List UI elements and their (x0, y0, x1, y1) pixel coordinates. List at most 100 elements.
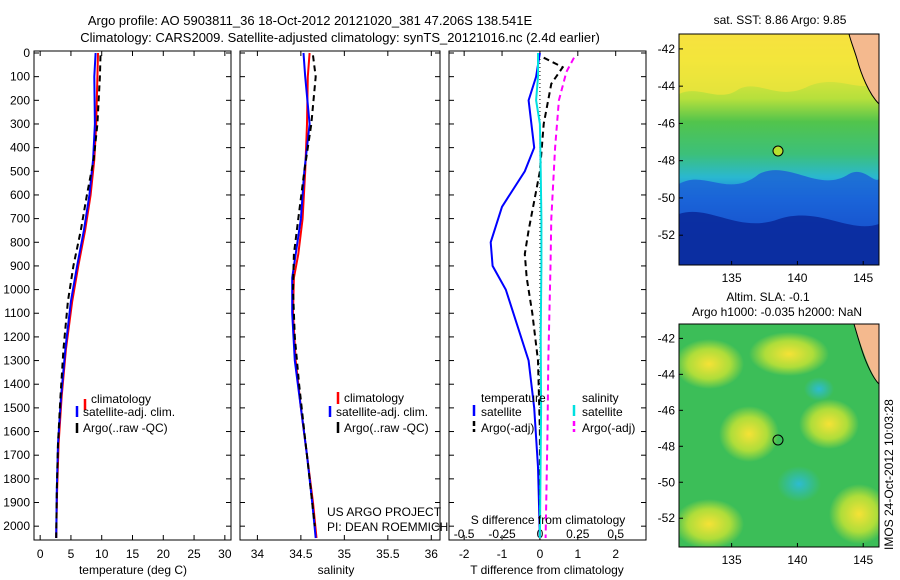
temperature-xtick-label: 5 (68, 547, 75, 561)
depth-tick-label: 1400 (3, 377, 30, 391)
temperature-legend: climatology satellite-adj. clim. Argo(..… (75, 392, 175, 435)
difference-panel: -2 -1 0 1 2-0.5 -0.25 0 0.25 0.5 T difference fr… (448, 50, 647, 577)
depth-tick-label: 500 (10, 164, 30, 178)
depth-tick-label: 1500 (3, 401, 30, 415)
temperature-panel: 0 5 10 15 20 25 300100200300400500600700800900… (3, 46, 232, 577)
legend-temperature-satellite: satellite (481, 405, 522, 419)
depth-tick-label: 1000 (3, 283, 30, 297)
legend-salinity-argo: Argo(-adj) (582, 421, 635, 435)
credit-project: US ARGO PROJECT (327, 505, 442, 519)
sst-land (849, 34, 879, 104)
salinity-legend-climatology: climatology (344, 391, 404, 405)
difference-top-label: S difference from climatology (471, 513, 626, 527)
legend-salinity-satellite: satellite (582, 405, 623, 419)
sla-float-marker (772, 434, 784, 446)
sst-lat-label: -50 (658, 191, 676, 205)
temperature-axes (33, 50, 232, 541)
sst-lon-label: 135 (722, 271, 742, 285)
depth-tick-label: 1600 (3, 425, 30, 439)
salinity-xtick-label: 35 (338, 547, 352, 561)
depth-tick-label: 300 (10, 117, 30, 131)
sla-lat-label: -42 (658, 331, 676, 345)
sla-lon-label: 145 (853, 553, 873, 567)
salinity-xtick-label: 34.5 (289, 547, 313, 561)
legend-temperature-head: temperature (481, 391, 546, 405)
salinity-xlabel: salinity (318, 563, 355, 577)
temperature-xtick-label: 10 (95, 547, 109, 561)
sla-map-title1: Altim. SLA: -0.1 (726, 290, 810, 304)
depth-tick-label: 0 (23, 46, 30, 60)
temperature-xtick-label: 30 (218, 547, 232, 561)
temperature-xtick-label: 25 (187, 547, 201, 561)
depth-tick-label: 1200 (3, 330, 30, 344)
sst-lon-label: 145 (853, 271, 873, 285)
temperature-legend-argo: Argo(..raw -QC) (83, 421, 168, 435)
depth-tick-label: 1900 (3, 496, 30, 510)
depth-tick-label: 700 (10, 212, 30, 226)
salinity-series-argo-raw-qc- (291, 55, 317, 527)
depth-tick-label: 900 (10, 259, 30, 273)
difference-series-salinity-argo-adj- (544, 57, 575, 539)
sst-float-marker (772, 145, 784, 157)
temperature-xtick-label: 0 (37, 547, 44, 561)
sst-map-title: sat. SST: 8.86 Argo: 9.85 (714, 13, 847, 27)
depth-tick-label: 1800 (3, 472, 30, 486)
salinity-legend-argo: Argo(..raw -QC) (344, 421, 429, 435)
sst-lat-label: -44 (658, 79, 676, 93)
difference-xtick-label: 2 (612, 547, 619, 561)
temperature-xtick-label: 20 (157, 547, 171, 561)
sla-lon-label: 135 (722, 553, 742, 567)
sst-map-frame (678, 33, 880, 266)
depth-tick-label: 2000 (3, 519, 30, 533)
salinity-diff-tick-label: -0.25 (488, 527, 516, 541)
salinity-diff-tick-label: -0.5 (454, 527, 475, 541)
figure-title-line1: Argo profile: AO 5903811_36 18-Oct-2012 … (88, 13, 533, 28)
sst-lat-label: -48 (658, 154, 676, 168)
salinity-legend: climatology satellite-adj. clim. Argo(..… (328, 391, 429, 435)
depth-tick-label: 600 (10, 188, 30, 202)
salinity-xtick-label: 35.5 (376, 547, 400, 561)
salinity-xtick-label: 34 (251, 547, 265, 561)
salinity-diff-tick-label: 0.5 (607, 527, 624, 541)
figure-title-line2: Climatology: CARS2009. Satellite-adjuste… (80, 30, 600, 45)
depth-tick-label: 800 (10, 235, 30, 249)
credit-pi: PI: DEAN ROEMMICH (327, 520, 448, 534)
legend-salinity-head: salinity (582, 391, 619, 405)
depth-tick-label: 1300 (3, 354, 30, 368)
temperature-legend-satellite: satellite-adj. clim. (83, 405, 175, 419)
depth-tick-label: 1100 (4, 306, 30, 320)
salinity-legend-satellite: satellite-adj. clim. (336, 405, 428, 419)
sla-lon-label: 140 (787, 553, 807, 567)
depth-tick-label: 400 (10, 141, 30, 155)
salinity-panel: 34 34.5 35 35.5 36 salinity climatology sate… (239, 50, 448, 577)
sla-map-panel: Altim. SLA: -0.1 Argo h1000: -0.035 h200… (658, 290, 896, 567)
sst-lat-label: -46 (658, 116, 676, 130)
depth-tick-label: 100 (10, 70, 30, 84)
sla-map-frame (678, 323, 880, 548)
difference-legend: temperature satellite Argo(-adj) salinit… (472, 391, 635, 435)
difference-xtick-label: -2 (459, 547, 470, 561)
timestamp-stamp: IMOS 24-Oct-2012 10:03:28 (882, 399, 896, 550)
sla-lat-label: -44 (658, 367, 676, 381)
difference-xtick-label: 0 (537, 547, 544, 561)
sst-map-panel: sat. SST: 8.86 Argo: 9.85 -42 -44 -46 -48 -5… (658, 13, 880, 285)
sla-map-title2: Argo h1000: -0.035 h2000: NaN (692, 305, 862, 319)
difference-xtick-label: 1 (574, 547, 581, 561)
difference-series-salinity-satellite (535, 53, 543, 539)
difference-series-temperature-argo-adj- (523, 56, 565, 538)
temperature-series-argo-raw-qc- (55, 55, 102, 539)
difference-xlabel: T difference from climatology (470, 563, 624, 577)
sst-lon-label: 140 (787, 271, 807, 285)
sst-lat-label: -52 (658, 228, 676, 242)
salinity-axes (239, 50, 441, 541)
depth-tick-label: 200 (10, 93, 30, 107)
sla-lat-label: -50 (658, 475, 676, 489)
difference-series-temperature-satellite (489, 52, 541, 539)
temperature-xtick-label: 15 (126, 547, 140, 561)
sla-lat-label: -46 (658, 403, 676, 417)
temperature-legend-climatology: climatology (91, 392, 151, 406)
sla-land (854, 324, 879, 384)
depth-tick-label: 1700 (3, 448, 30, 462)
sla-lat-label: -48 (658, 439, 676, 453)
